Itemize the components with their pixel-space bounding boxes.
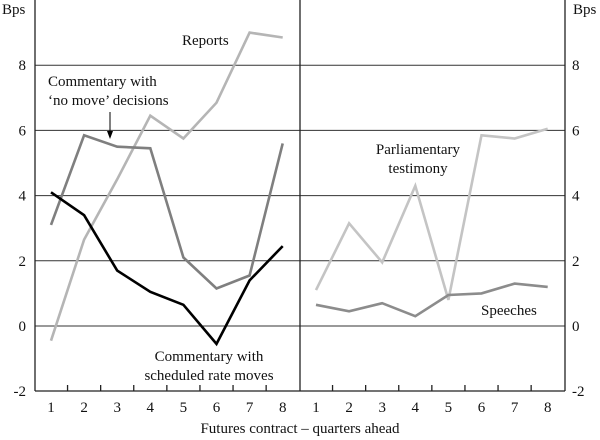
- y-tick-label-right: 4: [572, 189, 580, 205]
- x-tick-label: 3: [113, 400, 121, 416]
- series-label: scheduled rate moves: [144, 368, 273, 384]
- x-tick-label: 3: [378, 400, 386, 416]
- x-tick-label: 4: [147, 400, 155, 416]
- series-label: Commentary with: [155, 349, 264, 365]
- series-line: [49, 31, 283, 342]
- series-line: [315, 282, 548, 318]
- x-tick-label: 6: [478, 400, 486, 416]
- series-label: Speeches: [481, 303, 537, 319]
- y-tick-label-right: 6: [572, 123, 580, 139]
- series-line: [49, 133, 284, 291]
- series-label: ‘no move’ decisions: [48, 93, 169, 109]
- series-line: [50, 191, 284, 347]
- y-tick-label-right: -2: [572, 384, 585, 400]
- y-axis-label-right: Bps: [573, 2, 597, 18]
- axes: -2 0 2 4 6 8 -2 0 2 4 6 8 Bps Bps 1 2 3 4 5 6 7 8 1 2 3 4 5 6 7 8: [2, 0, 597, 416]
- series-line: [314, 127, 549, 301]
- y-tick-label-right: 0: [572, 319, 580, 335]
- y-tick-label-right: 8: [572, 58, 580, 74]
- y-tick-label-left: 6: [19, 123, 27, 139]
- y-axis-label-left: Bps: [2, 2, 26, 18]
- series-label: Reports: [182, 33, 229, 49]
- series-label: testimony: [388, 161, 448, 177]
- x-tick-label: 7: [511, 400, 519, 416]
- series-label: Parliamentary: [376, 142, 461, 158]
- x-tick-label: 4: [412, 400, 420, 416]
- x-tick-label: 2: [80, 400, 88, 416]
- x-tick-label: 8: [279, 400, 287, 416]
- y-tick-label-left: -2: [14, 384, 27, 400]
- series-label: Commentary with: [48, 74, 157, 90]
- labels: Reports Commentary with ‘no move’ decision…: [48, 33, 537, 384]
- y-tick-label-left: 4: [19, 189, 27, 205]
- y-tick-label-left: 0: [19, 319, 27, 335]
- y-tick-label-right: 2: [572, 254, 580, 270]
- x-tick-label: 5: [445, 400, 453, 416]
- x-tick-label: 1: [47, 400, 55, 416]
- x-tick-label: 2: [345, 400, 353, 416]
- y-tick-label-left: 2: [19, 254, 27, 270]
- x-tick-label: 5: [180, 400, 188, 416]
- x-tick-label: 8: [544, 400, 552, 416]
- x-tick-label: 6: [213, 400, 221, 416]
- y-tick-label-left: 8: [19, 58, 27, 74]
- arrow-head-icon: [107, 131, 113, 139]
- x-tick-label: 1: [312, 400, 320, 416]
- x-axis-label: Futures contract – quarters ahead: [200, 421, 400, 437]
- series-lines: [49, 31, 549, 347]
- x-tick-label: 7: [246, 400, 254, 416]
